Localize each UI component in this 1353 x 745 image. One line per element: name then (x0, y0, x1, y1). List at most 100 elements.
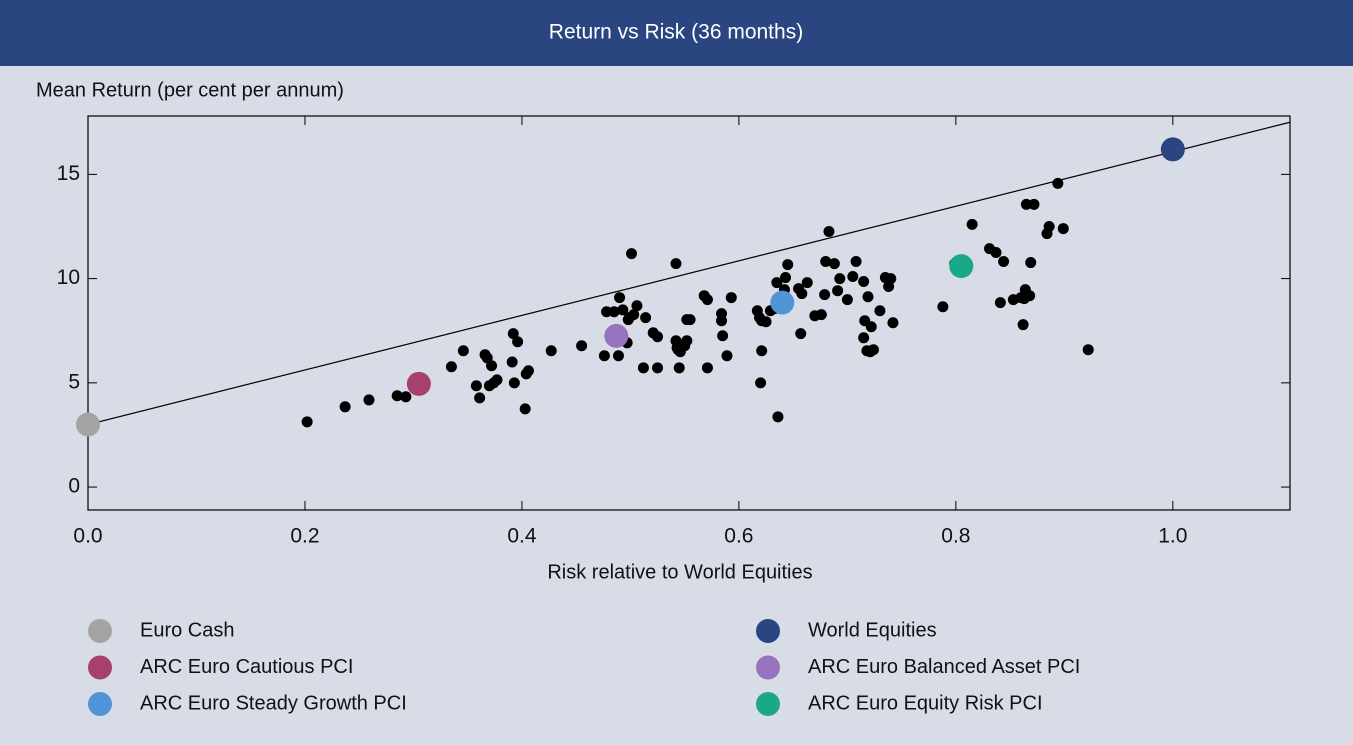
x-tick-label: 0.8 (941, 525, 970, 548)
point (673, 362, 685, 374)
point (1052, 177, 1064, 189)
point (486, 360, 498, 372)
point (990, 247, 1002, 259)
point (701, 294, 713, 306)
point (457, 345, 469, 357)
point (858, 332, 870, 344)
plot-frame (87, 115, 1291, 511)
legend-swatch (88, 655, 112, 680)
point (819, 289, 831, 301)
point (966, 218, 978, 230)
header-bar (0, 0, 1353, 66)
trend-line (87, 121, 1291, 426)
point (445, 361, 457, 373)
x-tick-label: 0.2 (290, 525, 319, 548)
point (823, 225, 835, 237)
point (598, 350, 610, 362)
point (1082, 344, 1094, 356)
point (1024, 290, 1036, 302)
point (614, 292, 626, 304)
point (474, 392, 486, 404)
point (400, 391, 412, 403)
legend-swatch (756, 692, 780, 716)
point (725, 292, 737, 304)
point (640, 312, 652, 324)
point (820, 256, 832, 268)
legend-label: Euro Cash (140, 619, 235, 641)
legend-swatch (88, 619, 112, 643)
point (832, 285, 844, 297)
y-tick-label: 5 (68, 370, 80, 393)
highlight-point (76, 412, 100, 437)
legend-label: ARC Euro Equity Risk PCI (808, 692, 1043, 714)
point (782, 259, 794, 271)
x-tick-label: 1.0 (1158, 525, 1187, 548)
point (601, 306, 613, 318)
point (828, 258, 840, 270)
chart-title: Return vs Risk (36 months) (549, 21, 803, 44)
legend-label: ARC Euro Cautious PCI (140, 656, 353, 678)
point (862, 291, 874, 303)
point (867, 344, 879, 356)
x-tick-label: 0.0 (73, 525, 102, 548)
legend-swatch (756, 655, 780, 680)
highlight-point (770, 290, 795, 315)
x-tick-label: 0.4 (507, 525, 537, 548)
point (756, 345, 768, 357)
point (1043, 220, 1055, 232)
point (1028, 198, 1040, 210)
point (885, 273, 897, 285)
point (937, 301, 949, 313)
point (507, 328, 519, 340)
point (626, 248, 638, 260)
point (994, 297, 1006, 309)
point (512, 336, 524, 348)
point (721, 350, 733, 362)
point (470, 380, 482, 392)
point (701, 362, 713, 374)
point (628, 309, 640, 321)
point (301, 416, 313, 428)
highlight-point (949, 254, 974, 279)
point (681, 335, 693, 347)
point (772, 411, 784, 423)
point (612, 350, 624, 362)
point (717, 330, 729, 342)
highlight-point (1160, 137, 1185, 162)
point (339, 401, 351, 413)
point (858, 276, 870, 288)
point (519, 403, 531, 415)
point (522, 365, 534, 377)
point (1020, 198, 1032, 210)
point (841, 294, 853, 306)
legend-swatch (756, 619, 780, 643)
point (684, 314, 696, 326)
point (887, 317, 899, 329)
highlight-point (406, 371, 431, 396)
y-tick-label: 10 (57, 266, 80, 289)
point (506, 356, 518, 368)
y-axis-title: Mean Return (per cent per annum) (36, 79, 344, 101)
point (847, 271, 859, 283)
point (796, 288, 808, 300)
point (670, 258, 682, 270)
point (815, 309, 827, 321)
point (834, 273, 846, 285)
point (1017, 319, 1029, 331)
point (608, 306, 620, 318)
point (652, 331, 664, 343)
point (637, 362, 649, 374)
point (545, 345, 557, 357)
legend-swatch (88, 692, 112, 716)
y-tick-label: 15 (57, 162, 80, 185)
point (716, 315, 728, 327)
point (850, 256, 862, 268)
y-tick-label: 0 (68, 475, 80, 498)
point (771, 277, 783, 289)
point (1025, 257, 1037, 269)
x-tick-label: 0.6 (724, 525, 753, 548)
highlight-point (604, 323, 629, 348)
point (998, 256, 1010, 268)
point (865, 321, 877, 333)
